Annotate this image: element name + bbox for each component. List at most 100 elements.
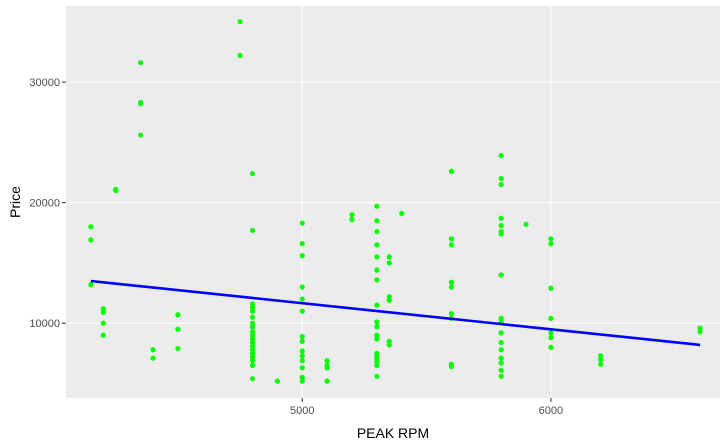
data-point [349,216,355,223]
data-point [150,355,156,361]
data-point [448,279,455,285]
data-point [249,343,256,349]
data-point [374,359,380,365]
data-point [598,356,604,363]
data-point [448,310,455,317]
trend-line [90,279,701,347]
data-point [299,220,305,226]
data-point [386,338,392,344]
data-point [299,308,305,314]
y-axis-title: Price [7,186,23,218]
data-point [374,332,380,338]
data-point [498,272,504,278]
data-point [374,319,380,325]
data-point [249,304,256,311]
data-point [175,345,181,352]
data-point [249,320,256,326]
data-point [138,132,144,138]
data-point [249,339,256,346]
data-point [100,332,106,338]
data-point [548,335,554,341]
data-point [249,227,256,233]
data-point [88,224,94,230]
data-point [498,360,504,366]
data-point [548,330,554,336]
data-point [299,338,305,344]
data-point [523,221,529,227]
data-point [100,320,106,326]
data-point [299,284,305,290]
data-point [249,308,256,314]
data-point [374,350,380,356]
data-point [498,355,504,361]
data-point [249,354,256,360]
data-point [498,222,504,229]
data-point [249,301,256,307]
data-point [374,218,380,224]
data-point [249,347,256,353]
y-tick-label: 30000 [29,77,60,89]
data-point [498,152,504,159]
trend-line-group [90,279,701,347]
data-point [374,254,380,260]
data-point [237,52,243,59]
data-point [88,282,94,288]
data-point [498,330,504,336]
data-point [249,358,256,364]
data-point [448,168,455,174]
data-point [249,336,256,342]
data-point [374,203,380,209]
data-point [249,350,256,356]
plot-panel [66,6,720,398]
data-point [299,378,305,384]
data-point [386,342,392,348]
data-point [324,358,330,364]
data-point [374,302,380,308]
data-point [249,376,256,382]
data-point [324,365,330,371]
y-tick-label: 10000 [29,318,60,330]
data-point [249,314,256,320]
data-point [548,236,554,242]
data-point [299,241,305,247]
data-point [299,374,305,381]
data-point [299,358,305,364]
data-point [324,378,330,384]
x-tick-label: 5000 [290,405,314,417]
data-point [697,329,703,335]
data-point [448,242,455,248]
data-point [175,312,181,318]
minor-gridlines [66,6,720,398]
data-point [498,175,504,182]
data-point [249,332,256,338]
data-point [374,362,380,369]
data-point [237,19,243,25]
data-point [498,339,504,346]
data-point [374,336,380,342]
data-point [498,373,504,379]
data-point [88,237,94,243]
x-tick-label: 6000 [539,405,563,417]
data-point [138,60,144,66]
data-point [299,348,305,354]
data-point [386,254,392,260]
data-point [249,324,256,330]
data-point [697,325,703,331]
data-point [299,353,305,359]
data-point [386,260,392,266]
data-point [498,215,504,221]
data-point [138,101,144,107]
data-point [448,236,455,242]
data-point [374,277,380,283]
data-point [386,294,392,300]
data-point [448,364,455,370]
data-point [548,315,554,321]
data-point [299,253,305,259]
data-point [299,333,305,340]
data-point [349,212,355,218]
data-point [399,210,405,217]
data-point [299,296,305,302]
data-point [249,329,256,335]
data-point [598,353,604,359]
